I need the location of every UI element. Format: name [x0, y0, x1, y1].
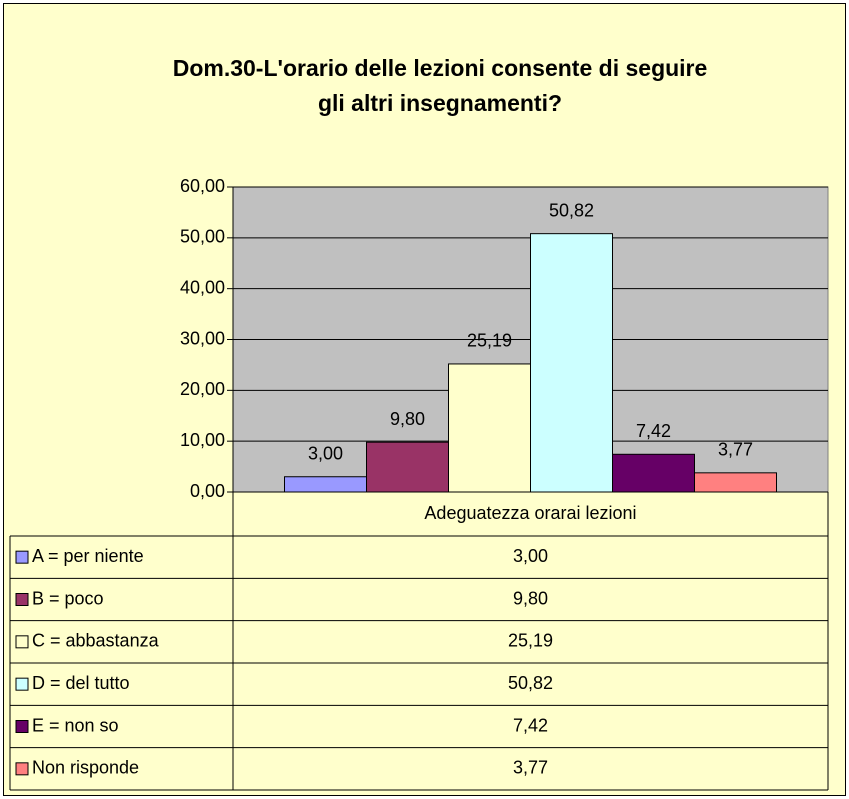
data-label: 25,19	[467, 331, 512, 351]
legend-label: Non risponde	[32, 758, 139, 778]
bar	[366, 441, 449, 493]
table-value: 9,80	[513, 588, 548, 608]
data-label: 7,42	[636, 421, 671, 441]
chart-title: Dom.30-L'orario delle lezioni consente d…	[173, 55, 708, 81]
bar	[530, 233, 613, 493]
data-label: 3,00	[308, 444, 343, 464]
legend-label: C = abbastanza	[32, 631, 160, 651]
data-label: 9,80	[390, 409, 425, 429]
bar	[284, 476, 367, 493]
legend-label: B = poco	[32, 588, 104, 608]
bar	[448, 363, 531, 493]
table-value: 7,42	[513, 715, 548, 735]
legend-key	[15, 720, 29, 733]
table-value: 50,82	[508, 673, 553, 693]
legend-key	[15, 550, 29, 564]
table-value: 25,19	[508, 631, 553, 651]
chart-title: gli altri insegnamenti?	[318, 90, 562, 116]
legend-key	[15, 762, 29, 776]
legend-key	[15, 635, 29, 649]
y-tick-label: 60,00	[180, 176, 225, 196]
y-tick-label: 30,00	[180, 328, 225, 348]
legend-key	[15, 593, 29, 606]
legend-label: A = per niente	[32, 546, 144, 566]
data-label: 3,77	[718, 440, 753, 460]
x-tick-label: Adeguatezza orarai lezioni	[424, 503, 636, 523]
y-tick-label: 20,00	[180, 379, 225, 399]
bar	[612, 453, 695, 493]
bar	[694, 472, 777, 493]
legend-key	[15, 677, 29, 691]
y-tick-label: 40,00	[180, 277, 225, 297]
table-value: 3,00	[513, 546, 548, 566]
table-value: 3,77	[513, 758, 548, 778]
y-tick-label: 10,00	[180, 430, 225, 450]
legend-label: D = del tutto	[32, 673, 130, 693]
y-tick-label: 50,00	[180, 227, 225, 247]
y-tick-label: 0,00	[190, 481, 225, 501]
legend-label: E = non so	[32, 715, 119, 735]
data-label: 50,82	[549, 200, 594, 220]
